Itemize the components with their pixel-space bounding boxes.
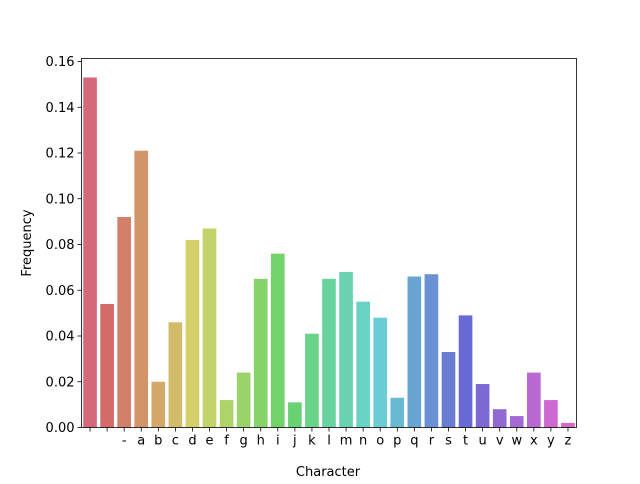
x-tick-label: r bbox=[429, 434, 435, 449]
x-tick-label: c bbox=[172, 434, 179, 449]
bar-w bbox=[509, 416, 524, 428]
y-tick-label: 0.08 bbox=[46, 238, 75, 253]
bar-m bbox=[339, 271, 353, 428]
x-tick-label: l bbox=[327, 434, 331, 449]
x-tick-label: i bbox=[276, 434, 280, 449]
x-tick-label: b bbox=[154, 434, 162, 449]
x-tick-label: u bbox=[478, 434, 486, 449]
bar-n bbox=[356, 301, 370, 428]
x-tick-label: n bbox=[359, 434, 367, 449]
bar-z bbox=[561, 422, 575, 428]
x-tick-label: j bbox=[292, 434, 297, 449]
x-axis-label: Character bbox=[296, 465, 361, 480]
x-tick-label: s bbox=[445, 434, 452, 449]
x-tick-label: e bbox=[206, 434, 214, 449]
x-tick-label: p bbox=[393, 434, 401, 449]
x-tick-label: w bbox=[511, 434, 522, 449]
x-tick-label: d bbox=[188, 434, 196, 449]
y-tick-label: 0.02 bbox=[46, 375, 75, 390]
x-tick-label: m bbox=[340, 434, 353, 449]
bar-d bbox=[185, 239, 200, 428]
x-tick-label: y bbox=[547, 434, 555, 449]
x-tick-label: o bbox=[376, 434, 384, 449]
bar-u bbox=[475, 384, 490, 428]
x-tick-label: - bbox=[122, 434, 127, 449]
bars bbox=[83, 77, 575, 428]
x-tick-label: q bbox=[410, 434, 418, 449]
y-tick-label: 0.14 bbox=[46, 101, 75, 116]
bar-g bbox=[236, 372, 251, 428]
bar-r bbox=[424, 274, 439, 428]
bar-- bbox=[117, 217, 131, 428]
bar-i bbox=[270, 253, 285, 428]
bar-c bbox=[168, 322, 183, 428]
y-tick-label: 0.06 bbox=[46, 284, 75, 299]
bar-j bbox=[288, 402, 302, 428]
y-axis-label: Frequency bbox=[20, 209, 35, 276]
y-tick-label: 0.16 bbox=[46, 55, 75, 70]
x-tick-label: a bbox=[137, 434, 145, 449]
bar-k bbox=[305, 333, 319, 428]
y-tick-label: 0.10 bbox=[46, 192, 75, 207]
x-tick-label: k bbox=[308, 434, 316, 449]
x-tick-label: v bbox=[496, 434, 504, 449]
bar-e bbox=[202, 228, 217, 428]
bar-s bbox=[441, 352, 456, 428]
x-tick-label: t bbox=[463, 434, 468, 449]
bar-t bbox=[458, 315, 473, 428]
x-tick-label: h bbox=[257, 434, 265, 449]
plot-frame bbox=[81, 58, 577, 428]
x-tick-label: z bbox=[565, 434, 572, 449]
bar-v bbox=[492, 409, 507, 428]
y-tick-label: 0.00 bbox=[46, 421, 75, 436]
x-tick-label: x bbox=[530, 434, 538, 449]
bar-y bbox=[544, 400, 558, 428]
bar-l bbox=[322, 278, 336, 428]
bar-blank-0 bbox=[83, 77, 97, 428]
y-tick-label: 0.04 bbox=[46, 330, 75, 345]
bar-blank-1 bbox=[100, 303, 114, 428]
bar-b bbox=[151, 381, 166, 428]
bar-o bbox=[373, 317, 388, 428]
bar-x bbox=[527, 372, 541, 428]
x-tick-label: f bbox=[224, 434, 229, 449]
bar-p bbox=[390, 397, 405, 428]
bar-a bbox=[134, 150, 149, 428]
bar-h bbox=[253, 278, 268, 428]
x-tick-label: g bbox=[240, 434, 248, 449]
y-axis-ticks: 0.00 0.02 0.04 0.06 0.08 0.10 0.12 0.14 0.16 bbox=[46, 55, 82, 436]
bar-q bbox=[407, 276, 422, 428]
y-tick-label: 0.12 bbox=[46, 147, 75, 162]
bar-f bbox=[219, 400, 234, 428]
